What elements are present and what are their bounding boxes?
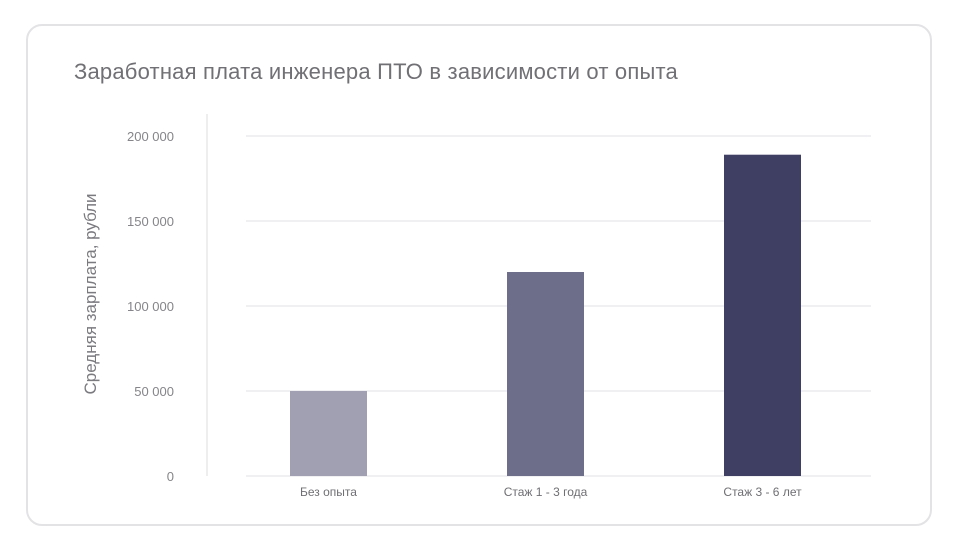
bar	[724, 154, 801, 476]
x-tick-labels: Без опыта Стаж 1 - 3 года Стаж 3 - 6 лет	[300, 485, 802, 499]
chart-card: Заработная плата инженера ПТО в зависимо…	[26, 24, 932, 526]
y-tick-label: 0	[167, 469, 174, 484]
bar	[507, 272, 584, 476]
x-tick-label: Стаж 3 - 6 лет	[723, 485, 802, 499]
y-tick-label: 50 000	[134, 384, 174, 399]
chart-title: Заработная плата инженера ПТО в зависимо…	[74, 59, 678, 84]
x-tick-label: Стаж 1 - 3 года	[504, 485, 588, 499]
y-tick-labels: 0 50 000 100 000 150 000 200 000	[127, 129, 174, 484]
y-tick-label: 200 000	[127, 129, 174, 144]
x-tick-label: Без опыта	[300, 485, 357, 499]
bars	[290, 154, 801, 476]
bar	[290, 391, 367, 476]
bar-chart: 0 50 000 100 000 150 000 200 000 Без опыта Ст…	[81, 114, 871, 499]
y-tick-label: 150 000	[127, 214, 174, 229]
y-axis-label: Средняя зарплата, рубли	[81, 193, 100, 394]
y-tick-label: 100 000	[127, 299, 174, 314]
